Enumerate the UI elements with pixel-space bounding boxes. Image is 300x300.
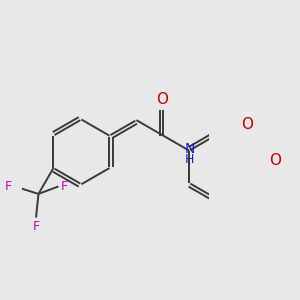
Text: F: F [61, 180, 68, 193]
Text: F: F [32, 220, 40, 233]
Text: O: O [156, 92, 168, 107]
Text: O: O [269, 153, 281, 168]
Text: H: H [185, 153, 194, 166]
Text: F: F [5, 180, 12, 193]
Text: O: O [241, 117, 253, 132]
Text: N: N [184, 142, 195, 156]
